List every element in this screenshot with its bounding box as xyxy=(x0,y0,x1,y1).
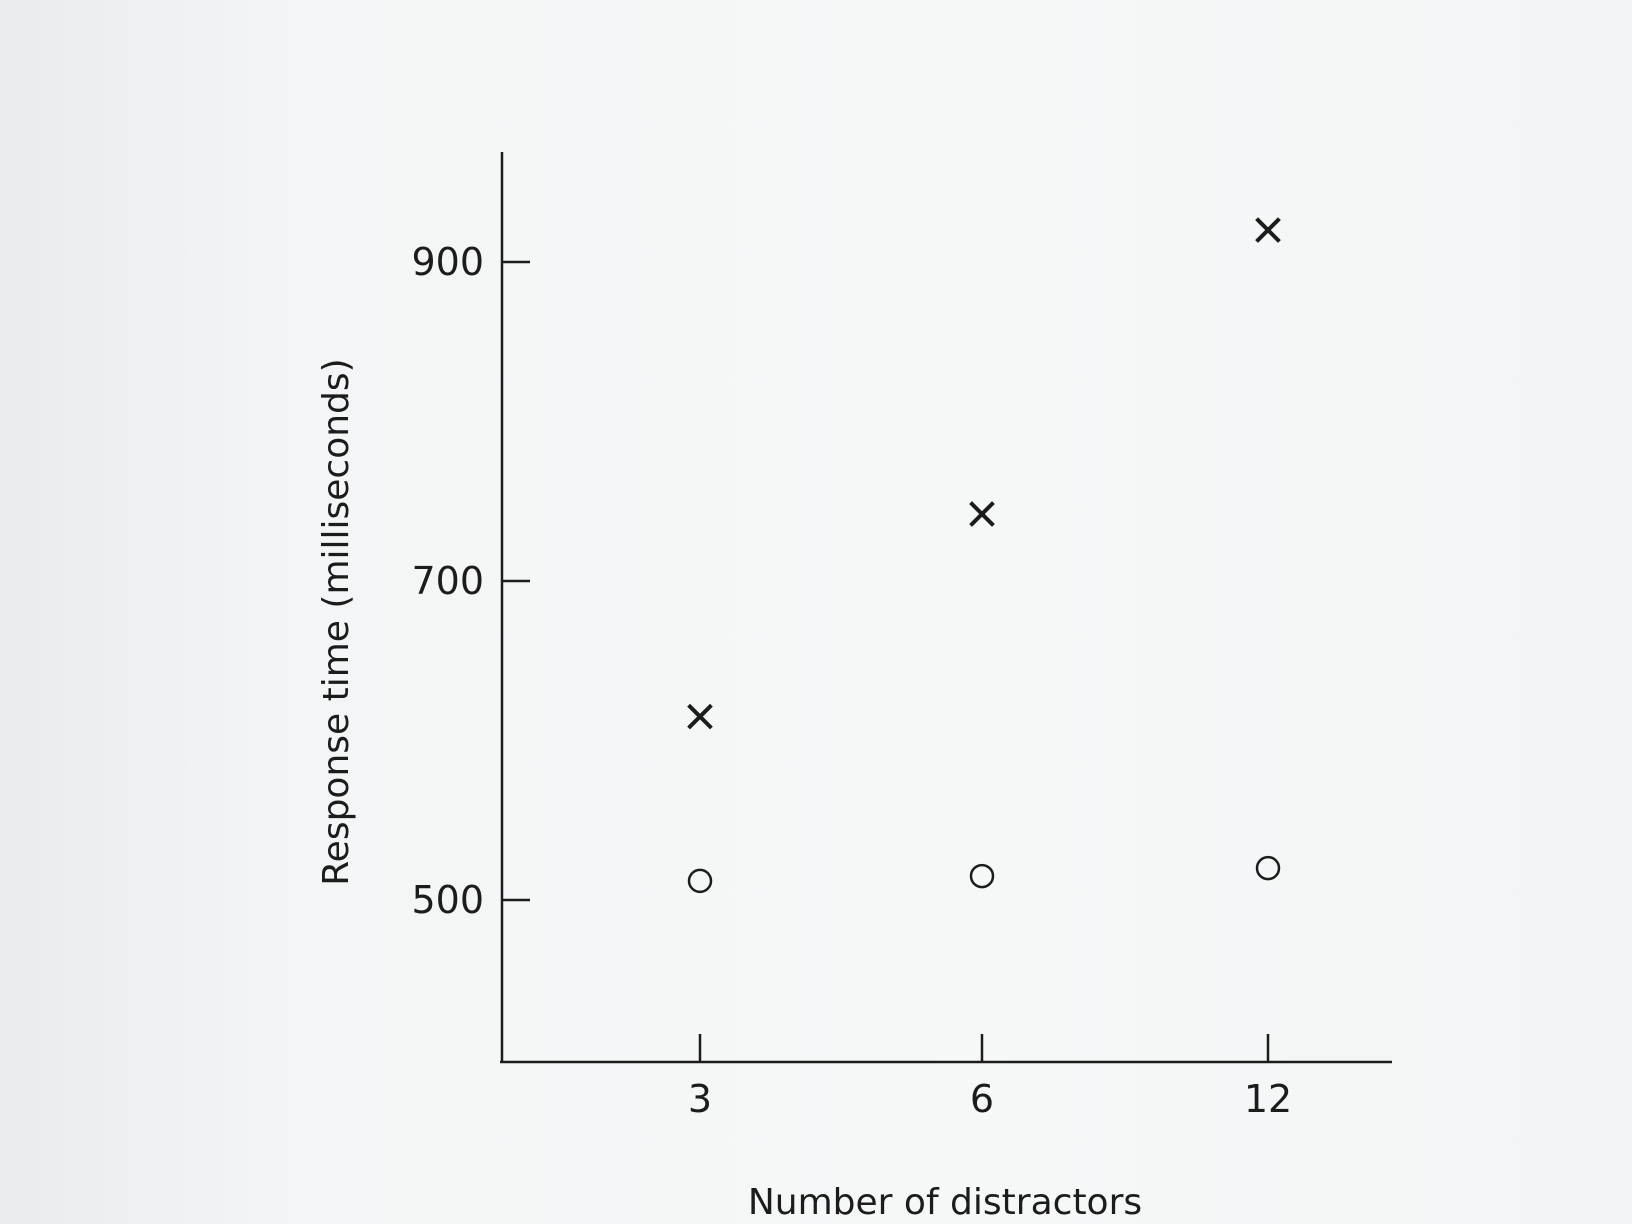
x-tick-label: 6 xyxy=(970,1077,994,1121)
data-point-circle xyxy=(1255,855,1281,881)
y-tick-label: 900 xyxy=(411,240,484,284)
data-point-x xyxy=(1255,217,1281,243)
x-axis-title: Number of distractors xyxy=(748,1182,1142,1223)
y-axis-title: Response time (milliseconds) xyxy=(316,358,357,885)
data-point-circle xyxy=(969,863,995,889)
data-point-x xyxy=(687,703,713,730)
data-point-x xyxy=(969,501,995,527)
data-point-circle xyxy=(687,868,713,894)
x-tick-label: 3 xyxy=(688,1077,712,1121)
data-markers xyxy=(687,217,1281,894)
y-tick-label: 500 xyxy=(411,878,484,922)
y-axis-ticks: 500 700 900 xyxy=(411,240,530,922)
x-tick-label: 12 xyxy=(1244,1077,1292,1121)
x-axis-ticks: 3 6 12 xyxy=(688,1034,1292,1121)
y-tick-label: 700 xyxy=(411,559,484,603)
